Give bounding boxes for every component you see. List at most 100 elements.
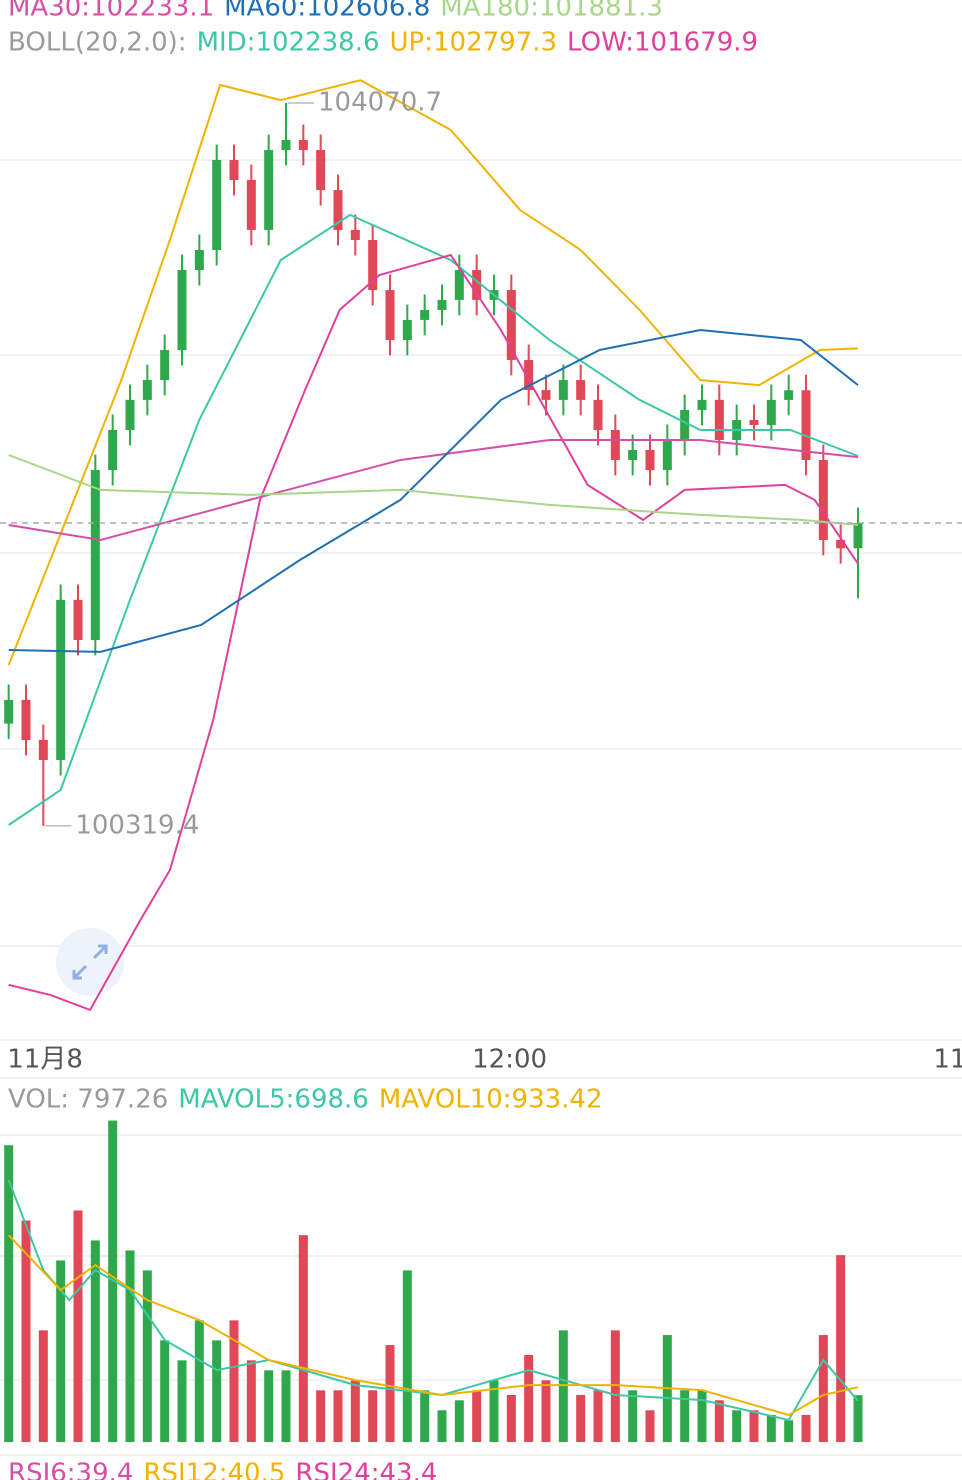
candle-body <box>593 399 603 430</box>
x-tick-label: 12:00 <box>472 1045 547 1075</box>
volume-bar <box>402 1270 412 1442</box>
volume-bar <box>38 1330 48 1442</box>
candle-body <box>281 139 291 150</box>
volume-bar <box>160 1340 170 1442</box>
volume-bar <box>194 1320 204 1442</box>
volume-bar <box>697 1390 707 1442</box>
legend-text: UP:102797.3 <box>390 28 558 58</box>
indicator-line <box>8 439 859 542</box>
volume-bar <box>229 1320 239 1442</box>
candle-body <box>402 319 412 340</box>
legend-text: MA60:102606.8 <box>224 0 430 23</box>
volume-bar <box>818 1335 828 1442</box>
volume-bar <box>524 1355 534 1442</box>
indicator-line <box>7 79 859 666</box>
candle-body <box>680 409 690 440</box>
volume-bar <box>368 1390 378 1442</box>
candle-body <box>125 399 135 430</box>
volume-bar <box>90 1240 100 1442</box>
legend-text: RSI6:39.4 <box>8 1459 133 1480</box>
candle-body <box>836 539 846 549</box>
candle-body <box>368 239 378 291</box>
volume-bar <box>541 1380 551 1442</box>
candle-body <box>90 470 100 640</box>
candle-body <box>316 149 326 191</box>
volume-bar <box>732 1410 742 1442</box>
candle-body <box>194 249 204 271</box>
candle-body <box>766 399 776 425</box>
candle-body <box>454 270 464 300</box>
candle-body <box>645 449 655 471</box>
volume-bar <box>680 1390 690 1442</box>
volume-bar <box>212 1340 222 1442</box>
candle-body <box>524 360 534 391</box>
indicator-line <box>8 253 859 1012</box>
volume-bar <box>73 1210 83 1442</box>
indicator-line <box>8 213 859 826</box>
candle-body <box>697 399 707 410</box>
candle-body <box>784 390 794 400</box>
volume-bar <box>645 1410 655 1442</box>
volume-bar <box>489 1380 499 1442</box>
candle-body <box>558 380 568 400</box>
candle-body <box>246 180 256 230</box>
candle-body <box>142 380 152 400</box>
legend-text: VOL: 797.26 <box>8 1085 168 1115</box>
volume-bar <box>437 1410 447 1442</box>
candle-body <box>801 390 811 461</box>
volume-bar <box>472 1390 482 1442</box>
volume-bar <box>714 1400 724 1442</box>
annotation-text: 104070.7 <box>318 88 442 118</box>
candle-body <box>350 229 360 240</box>
candle-body <box>298 139 308 150</box>
annotation-text: 100319.4 <box>75 810 199 840</box>
legend-text: RSI12:40.5 <box>143 1459 285 1480</box>
volume-bar <box>4 1145 14 1442</box>
icon-bg <box>56 928 124 996</box>
volume-bar <box>298 1235 308 1442</box>
candle-body <box>4 699 14 724</box>
volume-bar <box>593 1390 603 1442</box>
legend-text: MA30:102233.1 <box>8 0 214 23</box>
candle-body <box>420 309 430 320</box>
volume-bar <box>125 1250 135 1442</box>
volume-bar <box>454 1400 464 1442</box>
volume-bar <box>749 1410 759 1442</box>
candle-body <box>264 149 274 230</box>
volume-bar <box>142 1270 152 1442</box>
expand-icon[interactable] <box>56 928 124 996</box>
candle-body <box>73 599 83 640</box>
candle-body <box>160 349 170 381</box>
candle-body <box>714 399 724 440</box>
volume-bar <box>385 1345 395 1442</box>
legend-text: MAVOL5:698.6 <box>178 1085 369 1115</box>
volume-bar <box>333 1390 343 1442</box>
candle-body <box>56 599 66 761</box>
indicator-line <box>7 1179 859 1422</box>
candle-body <box>506 290 516 361</box>
candle-body <box>437 299 447 310</box>
indicator-line <box>7 1234 859 1417</box>
volume-bar <box>264 1370 274 1442</box>
candle-body <box>177 270 187 350</box>
candle-body <box>21 699 31 740</box>
x-tick-label: 11 <box>933 1045 962 1075</box>
candle-body <box>472 270 482 300</box>
volume-bar <box>628 1390 638 1442</box>
legend-text: MID:102238.6 <box>197 28 380 58</box>
volume-bar <box>56 1260 66 1442</box>
candle-body <box>38 739 48 761</box>
volume-bar <box>420 1390 430 1442</box>
icon-arrows <box>72 944 108 980</box>
candle-body <box>576 380 586 400</box>
volume-bar <box>766 1414 776 1442</box>
indicator-line <box>8 328 859 653</box>
indicator-line <box>8 454 859 526</box>
legend-text: MA180:101881.3 <box>440 0 663 23</box>
volume-bar <box>177 1360 187 1442</box>
candle-body <box>385 290 395 340</box>
volume-bar <box>801 1414 811 1442</box>
volume-bar <box>558 1330 568 1442</box>
